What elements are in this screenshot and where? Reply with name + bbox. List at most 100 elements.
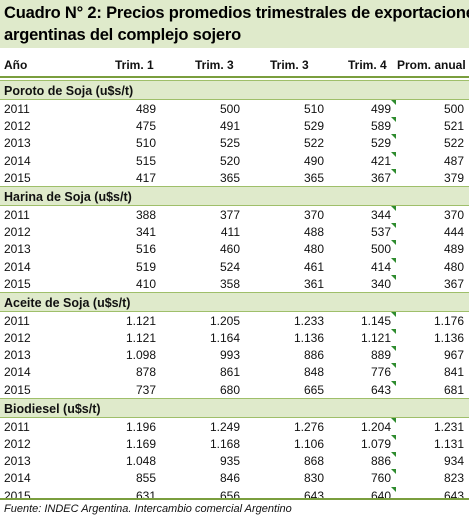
error-flag-icon <box>391 363 396 369</box>
trim-4-cell: 421 <box>370 153 391 168</box>
trim-3-cell: 488 <box>303 225 324 240</box>
trim-3-cell: 461 <box>303 259 324 274</box>
trim-2-cell: 846 <box>219 471 240 486</box>
prom-anual-cell: 1.136 <box>433 331 464 346</box>
trim-1-cell: 475 <box>135 119 156 134</box>
table-row: 2015 737 680 665 643 681 <box>0 380 469 398</box>
year-cell: 2015 <box>4 170 31 185</box>
trim-2-cell: 861 <box>219 365 240 380</box>
trim-1-cell: 510 <box>135 136 156 151</box>
trim-2-cell: 524 <box>219 259 240 274</box>
error-flag-icon <box>391 417 396 423</box>
prom-anual-cell: 521 <box>443 119 464 134</box>
trim-4-cell: 537 <box>370 225 391 240</box>
prom-anual-cell: 1.176 <box>433 313 464 328</box>
error-flag-icon <box>391 151 396 157</box>
year-cell: 2013 <box>4 454 31 469</box>
trim-3-cell: 529 <box>303 119 324 134</box>
error-flag-icon <box>391 168 396 174</box>
year-cell: 2012 <box>4 331 31 346</box>
year-cell: 2012 <box>4 119 31 134</box>
error-flag-icon <box>391 117 396 123</box>
trim-4-cell: 414 <box>370 259 391 274</box>
prom-anual-cell: 367 <box>443 276 464 291</box>
trim-2-cell: 935 <box>219 454 240 469</box>
trim-1-cell: 388 <box>135 207 156 222</box>
trim-2-cell: 491 <box>219 119 240 134</box>
trim-1-cell: 1.048 <box>125 454 156 469</box>
trim-4-cell: 889 <box>370 348 391 363</box>
error-flag-icon <box>391 435 396 440</box>
prom-anual-cell: 1.131 <box>433 437 464 451</box>
trim-1-cell: 855 <box>135 471 156 486</box>
table-row: 2013 516 460 480 500 489 <box>0 240 469 257</box>
trim-4-cell: 344 <box>370 207 391 222</box>
error-flag-icon <box>391 380 396 386</box>
source-note: Fuente: INDEC Argentina. Intercambio com… <box>0 498 469 517</box>
error-flag-icon <box>391 240 396 246</box>
header-trim-2: Trim. 3 <box>195 58 234 72</box>
trim-2-cell: 460 <box>219 242 240 257</box>
table-row: 2013 1.098 993 886 889 967 <box>0 346 469 363</box>
error-flag-icon <box>391 100 396 105</box>
trim-4-cell: 776 <box>370 365 391 380</box>
trim-3-cell: 830 <box>303 471 324 486</box>
trim-1-cell: 515 <box>135 153 156 168</box>
trim-1-cell: 489 <box>135 102 156 116</box>
prom-anual-cell: 500 <box>443 102 464 116</box>
prom-anual-cell: 379 <box>443 170 464 185</box>
table-row: 2014 519 524 461 414 480 <box>0 257 469 275</box>
error-flag-icon <box>391 469 396 475</box>
table-row: 2012 475 491 529 589 521 <box>0 117 469 134</box>
prom-anual-cell: 487 <box>443 153 464 168</box>
trim-4-cell: 1.145 <box>360 313 391 328</box>
year-cell: 2011 <box>4 419 30 434</box>
year-cell: 2014 <box>4 259 31 274</box>
trim-2-cell: 358 <box>219 276 240 291</box>
trim-3-cell: 868 <box>303 454 324 469</box>
error-flag-icon <box>391 257 396 263</box>
trim-4-cell: 1.204 <box>360 419 391 434</box>
trim-4-cell: 499 <box>370 102 391 116</box>
trim-1-cell: 1.196 <box>125 419 156 434</box>
year-cell: 2011 <box>4 102 30 116</box>
header-trim-1: Trim. 1 <box>115 58 154 72</box>
trim-3-cell: 1.233 <box>293 313 324 328</box>
table-title: Cuadro N° 2: Precios promedios trimestra… <box>0 0 469 48</box>
trim-2-cell: 520 <box>219 153 240 168</box>
trim-3-cell: 1.136 <box>293 331 324 346</box>
year-cell: 2012 <box>4 437 31 451</box>
year-cell: 2014 <box>4 471 31 486</box>
table-row: 2012 1.169 1.168 1.106 1.079 1.131 <box>0 435 469 452</box>
prom-anual-cell: 480 <box>443 259 464 274</box>
prom-anual-cell: 1.231 <box>433 419 464 434</box>
table-row: 2014 515 520 490 421 487 <box>0 151 469 169</box>
error-flag-icon <box>391 274 396 280</box>
trim-2-cell: 377 <box>219 207 240 222</box>
year-cell: 2012 <box>4 225 31 240</box>
section-header: Harina de Soja (u$s/t) <box>0 185 469 206</box>
prom-anual-cell: 489 <box>443 242 464 257</box>
year-cell: 2014 <box>4 365 31 380</box>
table-row: 2012 341 411 488 537 444 <box>0 223 469 240</box>
trim-1-cell: 1.169 <box>125 437 156 451</box>
year-cell: 2015 <box>4 276 31 291</box>
table-row: 2015 417 365 365 367 379 <box>0 168 469 186</box>
trim-3-cell: 522 <box>303 136 324 151</box>
table-row: 2012 1.121 1.164 1.136 1.121 1.136 <box>0 329 469 346</box>
year-cell: 2011 <box>4 313 30 328</box>
trim-3-cell: 1.106 <box>293 437 324 451</box>
trim-3-cell: 370 <box>303 207 324 222</box>
trim-2-cell: 1.164 <box>209 331 240 346</box>
prom-anual-cell: 681 <box>443 382 464 397</box>
trim-4-cell: 1.079 <box>360 437 391 451</box>
prom-anual-cell: 522 <box>443 136 464 151</box>
prom-anual-cell: 370 <box>443 207 464 222</box>
trim-1-cell: 519 <box>135 259 156 274</box>
trim-1-cell: 1.121 <box>125 313 156 328</box>
column-headers: Año Trim. 1 Trim. 3 Trim. 3 Trim. 4 Prom… <box>0 50 469 78</box>
header-trim-3: Trim. 3 <box>270 58 309 72</box>
trim-3-cell: 490 <box>303 153 324 168</box>
error-flag-icon <box>391 452 396 458</box>
table-row: 2011 1.121 1.205 1.233 1.145 1.176 <box>0 311 469 329</box>
